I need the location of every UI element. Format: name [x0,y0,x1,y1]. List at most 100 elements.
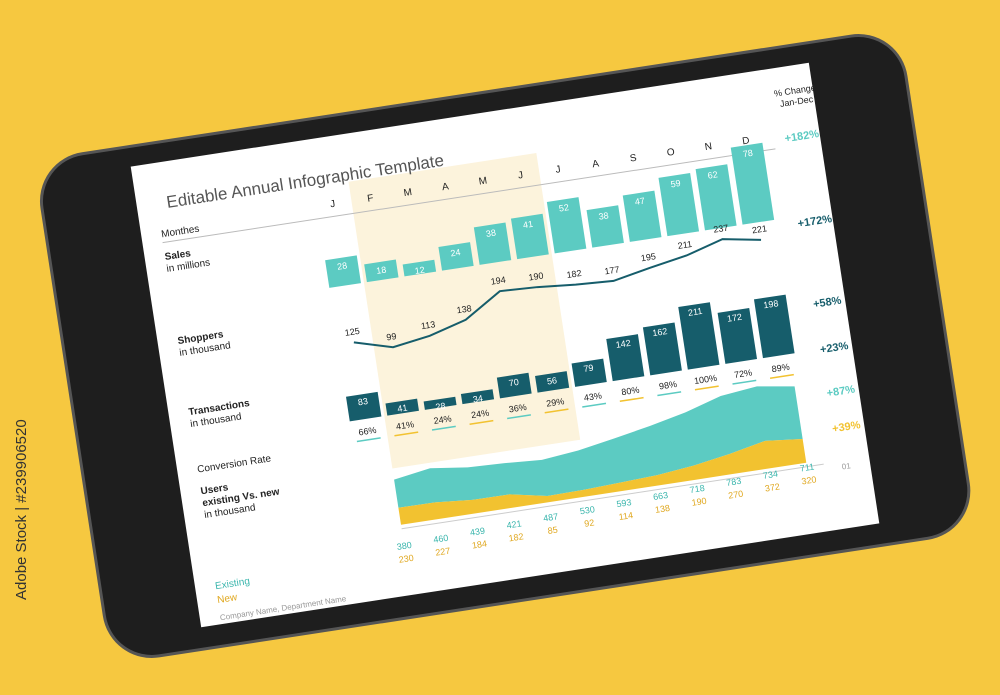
sales-bar [364,259,399,283]
value-label: 59 [670,178,681,189]
new-area [398,439,807,525]
page-number: 01 [841,461,852,471]
value-label: 38 [485,228,496,239]
value-label: 56 [546,375,557,386]
value-label: 99 [386,331,397,342]
value-label: 28 [336,260,347,271]
conversion-underline [431,425,456,431]
conversion-underline [769,373,794,380]
existing-area [394,386,803,508]
change-value: +87% [826,384,856,400]
section-label: Users [200,482,230,497]
month-label: N [704,141,713,153]
transactions-bar [496,372,532,399]
month-label: O [666,147,676,159]
value-label: 230 [398,553,414,565]
value-label: 190 [528,270,544,282]
sales-bar [695,164,737,231]
value-label: 92 [584,517,595,528]
transactions-bar [753,294,795,359]
month-label: J [517,170,524,182]
change-value: +23% [819,340,849,356]
change-value: +172% [797,213,833,230]
month-label: J [329,199,336,211]
sales-bar [658,173,700,237]
conversion-underline [394,431,419,437]
value-label: 79 [583,363,594,374]
value-label: 62 [707,169,718,180]
change-value: +58% [812,295,842,311]
transactions-bar [460,389,495,405]
value-label: 190 [691,496,707,508]
value-label: 80% [621,385,640,398]
value-label: 162 [652,326,668,338]
month-label: D [742,135,751,147]
value-label: 138 [456,303,472,315]
value-label: 227 [435,546,451,558]
value-label: 182 [566,268,582,280]
value-label: 52 [558,202,569,213]
section-label: Sales [164,248,192,263]
sales-bar [586,205,624,248]
value-label: 24% [470,408,489,421]
legend-label: New [217,592,239,606]
month-label: A [441,181,450,193]
conversion-underline [694,385,719,391]
value-label: 177 [604,264,620,276]
value-label: 530 [579,504,595,516]
value-label: 182 [508,531,524,543]
sales-bar [438,242,474,271]
value-label: 421 [506,518,522,530]
change-value: +182% [784,128,820,145]
watermark: Adobe Stock | #239906520 [13,419,30,600]
tablet: Editable Annual Infographic Template% Ch… [39,34,971,658]
value-label: 28 [435,401,446,412]
value-label: 194 [490,275,506,287]
value-label: 138 [654,503,670,515]
value-label: 142 [615,338,631,350]
month-label: S [629,153,638,165]
value-label: 487 [543,511,559,523]
value-label: 72% [733,367,752,380]
value-label: 29% [546,396,565,409]
value-label: 380 [396,540,412,552]
value-label: 125 [344,326,360,338]
conversion-underline [356,437,381,443]
value-label: 47 [634,196,645,207]
transactions-bar [606,334,645,382]
value-label: 270 [728,489,744,501]
conversion-underline [544,408,569,414]
value-label: 198 [763,298,779,310]
value-label: 18 [376,265,387,276]
value-label: 184 [471,538,487,550]
divider [162,148,776,244]
sales-bar [510,213,549,260]
value-label: 783 [726,476,742,488]
value-label: 221 [751,223,767,235]
month-label: J [555,164,562,176]
shoppers-line [353,238,762,349]
sales-bar [325,255,361,288]
divider [401,463,824,530]
value-label: 41% [395,419,414,432]
value-label: 718 [689,483,705,495]
value-label: 38 [598,210,609,221]
value-label: 172 [726,312,742,324]
transactions-bar [385,398,419,416]
value-label: 89% [771,362,790,375]
sales-bar [622,190,662,242]
month-label: A [592,158,601,170]
value-label: 83 [357,396,368,407]
value-label: 711 [799,462,815,474]
value-label: 211 [677,239,693,251]
value-label: 24% [433,413,452,426]
conversion-underline [619,396,644,403]
value-label: 41 [397,403,408,414]
value-label: 43% [583,390,602,403]
value-label: 211 [687,306,703,318]
sales-bar [730,142,775,225]
sales-bar [473,222,512,265]
value-label: 320 [801,474,817,486]
value-label: 98% [658,379,677,392]
